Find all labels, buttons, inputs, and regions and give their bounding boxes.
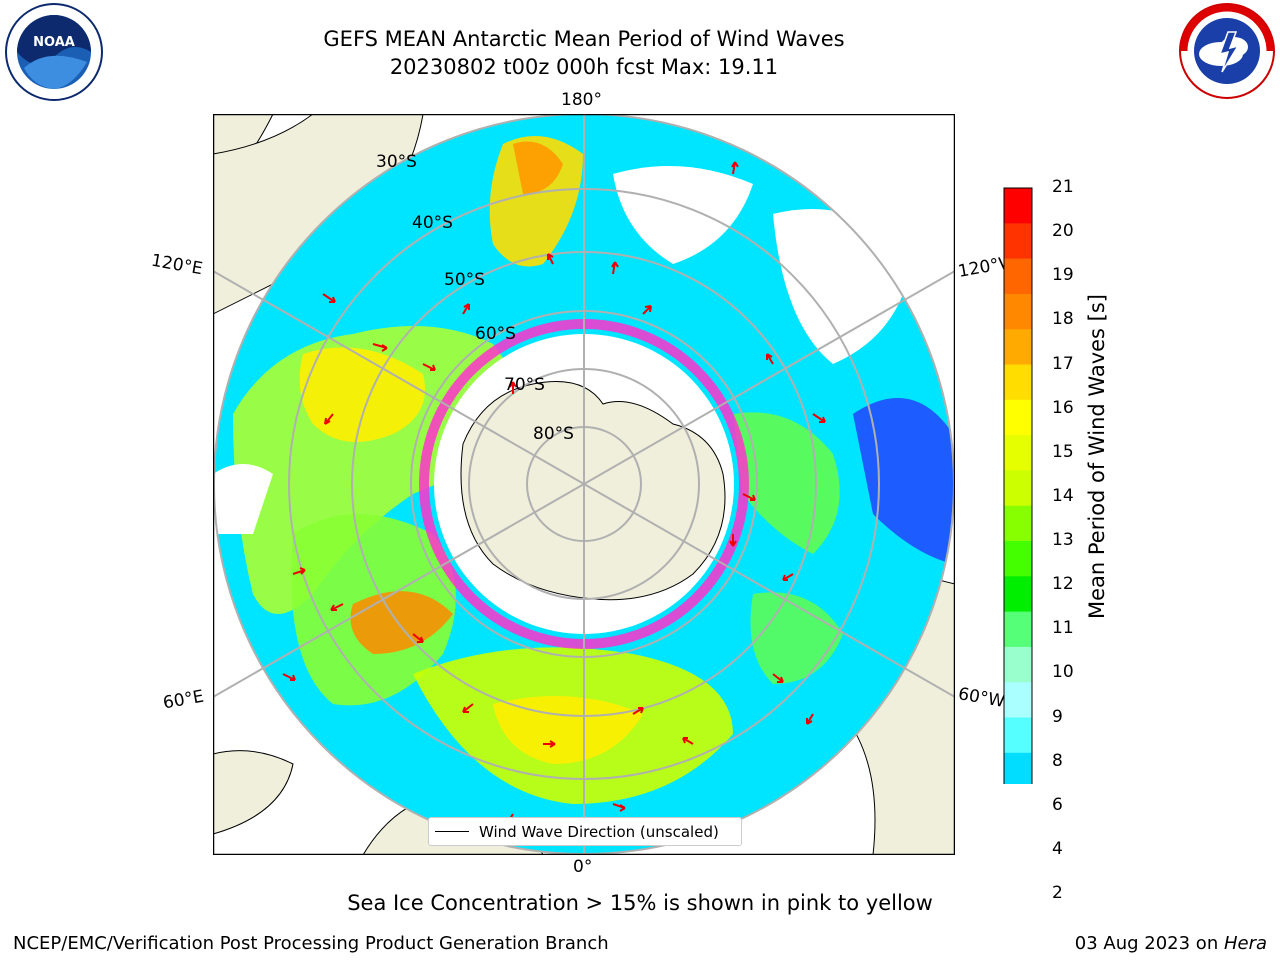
lat-label-80s: 80°S (533, 424, 574, 444)
lon-label-180: 180° (561, 90, 602, 110)
colorbar-segment (1004, 364, 1032, 401)
lon-label-120e: 120°E (149, 250, 205, 280)
colorbar-tick-label: 13 (1052, 530, 1074, 550)
colorbar (1003, 187, 1033, 784)
colorbar-segment (1004, 223, 1032, 260)
colorbar-tick-label: 8 (1052, 750, 1063, 771)
colorbar-tick-label: 16 (1052, 397, 1074, 418)
colorbar-tick-label: 20 (1052, 221, 1074, 242)
colorbar-segment (1004, 188, 1032, 224)
colorbar-tick-label: 2 (1052, 883, 1063, 903)
colorbar-segment (1004, 541, 1032, 577)
lat-label-70s: 70°S (504, 375, 545, 395)
colorbar-tick-label: 15 (1052, 441, 1074, 462)
noaa-logo: NOAA (5, 3, 103, 101)
map-panel (213, 114, 955, 855)
map-subtitle: 20230802 t00z 000h fcst Max: 19.11 (389, 55, 779, 79)
lat-label-60s: 60°S (475, 324, 516, 344)
footer-date-text: 03 Aug 2023 on (1074, 933, 1224, 954)
colorbar-outline (1003, 187, 1033, 784)
colorbar-segment (1004, 646, 1032, 683)
colorbar-segment (1004, 258, 1032, 295)
colorbar-tick-label: 10 (1052, 662, 1074, 683)
lon-label-0: 0° (573, 857, 593, 877)
colorbar-segment (1004, 752, 1032, 784)
colorbar-segment (1004, 576, 1032, 613)
colorbar-label: Mean Period of Wind Waves [s] (1085, 294, 1109, 619)
colorbar-segment (1004, 717, 1032, 754)
lat-label-50s: 50°S (444, 270, 485, 290)
colorbar-segment (1004, 470, 1032, 507)
lat-label-30s: 30°S (376, 152, 417, 172)
colorbar-tick-label: 21 (1052, 177, 1074, 197)
colorbar-segment (1004, 505, 1032, 542)
noaa-logo-text: NOAA (33, 35, 75, 50)
colorbar-tick-label: 12 (1052, 574, 1074, 595)
nws-logo (1179, 3, 1275, 99)
footer-date: 03 Aug 2023 on Hera (1075, 933, 1267, 954)
footer-machine: Hera (1223, 933, 1267, 954)
colorbar-tick-label: 11 (1052, 618, 1074, 639)
footer-credit: NCEP/EMC/Verification Post Processing Pr… (13, 933, 609, 954)
sea-ice-note: Sea Ice Concentration > 15% is shown in … (347, 891, 933, 915)
colorbar-tick-label: 4 (1052, 838, 1063, 859)
colorbar-tick-label: 6 (1052, 794, 1063, 815)
colorbar-segment (1004, 399, 1032, 436)
legend-label: Wind Wave Direction (unscaled) (479, 822, 719, 841)
colorbar-tick-label: 18 (1052, 309, 1074, 330)
madagascar-land (213, 750, 294, 835)
lon-label-60e: 60°E (161, 686, 206, 714)
colorbar-segment (1004, 611, 1032, 648)
colorbar-segment (1004, 682, 1032, 718)
colorbar-segment (1004, 329, 1032, 365)
colorbar-tick-label: 9 (1052, 706, 1063, 727)
antarctica-land (460, 381, 726, 601)
colorbar-segment (1004, 435, 1032, 471)
colorbar-segment (1004, 293, 1032, 330)
map-legend: Wind Wave Direction (unscaled) (428, 817, 742, 846)
legend-line-sample (435, 831, 469, 832)
colorbar-tick-label: 17 (1052, 353, 1074, 374)
colorbar-tick-label: 19 (1052, 265, 1074, 286)
map-title: GEFS MEAN Antarctic Mean Period of Wind … (323, 27, 845, 51)
colorbar-tick-label: 14 (1052, 485, 1074, 506)
lat-label-40s: 40°S (412, 213, 453, 233)
